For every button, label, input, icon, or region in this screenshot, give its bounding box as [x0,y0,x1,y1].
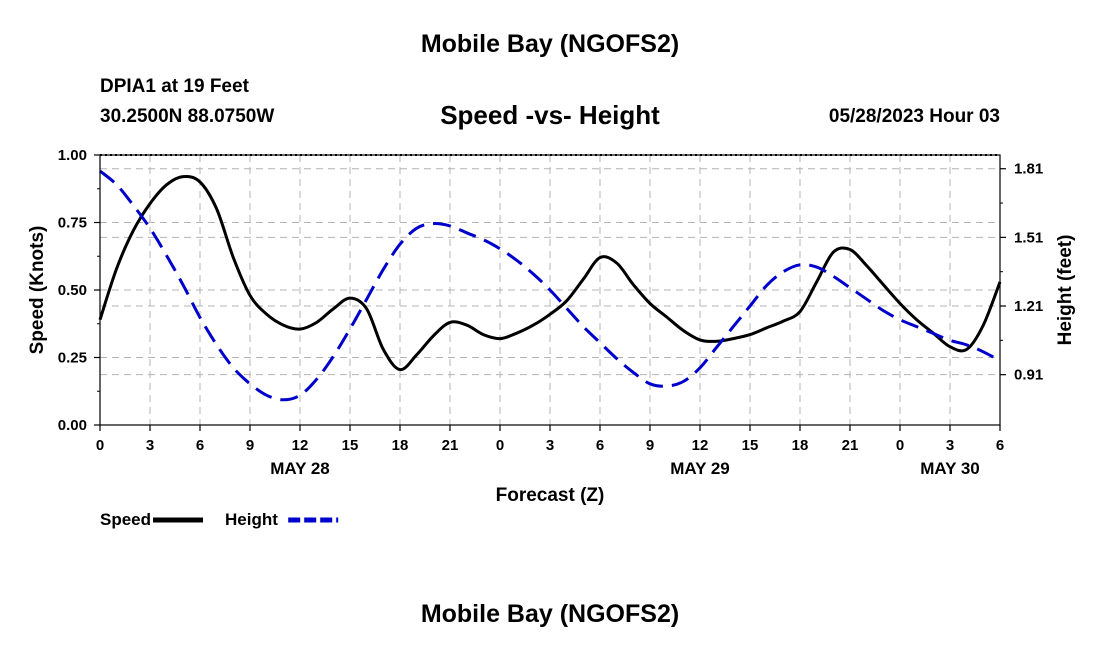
y2-tick-label: 1.81 [1014,161,1043,178]
y-axis-label: Speed (Knots) [27,226,48,355]
main-title: Mobile Bay (NGOFS2) [420,30,680,58]
series-line-speed [98,174,1002,372]
date-label: MAY 28 [270,459,330,478]
x-tick-label: 6 [996,437,1004,454]
ticks-layer: 0 3 6 9 12 15 18 21 0 3 6 9 12 15 18 21 0 3 6 MAY 28 MAY 29 M… [58,147,1043,478]
x-tick-label: 6 [196,437,204,454]
series-layer [98,169,1002,402]
x-tick-label: 18 [392,437,409,454]
footer-title: Mobile Bay (NGOFS2) [420,600,680,628]
y-tick-label: 0.75 [58,215,87,232]
date-label: MAY 30 [920,459,980,478]
x-tick-label: 15 [342,437,359,454]
y2-tick-label: 0.91 [1014,367,1043,384]
y2-axis-label: Height (feet) [1055,235,1076,346]
y-tick-label: 0.25 [58,350,87,367]
legend: Speed Height [100,510,339,529]
y-tick-label: 1.00 [58,147,87,164]
x-tick-label: 9 [246,437,254,454]
y-tick-label: 0.00 [58,417,87,434]
x-tick-label: 18 [792,437,809,454]
y2-tick-label: 1.51 [1014,229,1043,246]
x-tick-label: 3 [946,437,954,454]
x-axis-label: Forecast (Z) [496,485,605,506]
x-tick-label: 21 [442,437,459,454]
grid-layer [100,155,1000,425]
y2-tick-label: 1.21 [1014,298,1043,315]
chart-title: Speed -vs- Height [440,100,660,130]
x-tick-label: 12 [292,437,309,454]
x-tick-label: 3 [146,437,154,454]
x-tick-label: 12 [692,437,709,454]
x-tick-label: 0 [96,437,104,454]
x-tick-label: 3 [546,437,554,454]
x-tick-label: 0 [896,437,904,454]
x-tick-label: 9 [646,437,654,454]
legend-label-height: Height [225,510,278,529]
x-tick-label: 0 [496,437,504,454]
y-tick-label: 0.50 [58,282,87,299]
date-label: MAY 29 [670,459,730,478]
legend-label-speed: Speed [100,510,151,529]
series-line-height [99,169,1001,402]
station-coordinates: 30.2500N 88.0750W [100,106,275,127]
forecast-datetime: 05/28/2023 Hour 03 [828,106,1000,127]
x-tick-label: 15 [742,437,759,454]
station-label: DPIA1 at 19 Feet [100,76,249,97]
x-tick-label: 6 [596,437,604,454]
x-tick-label: 21 [842,437,859,454]
